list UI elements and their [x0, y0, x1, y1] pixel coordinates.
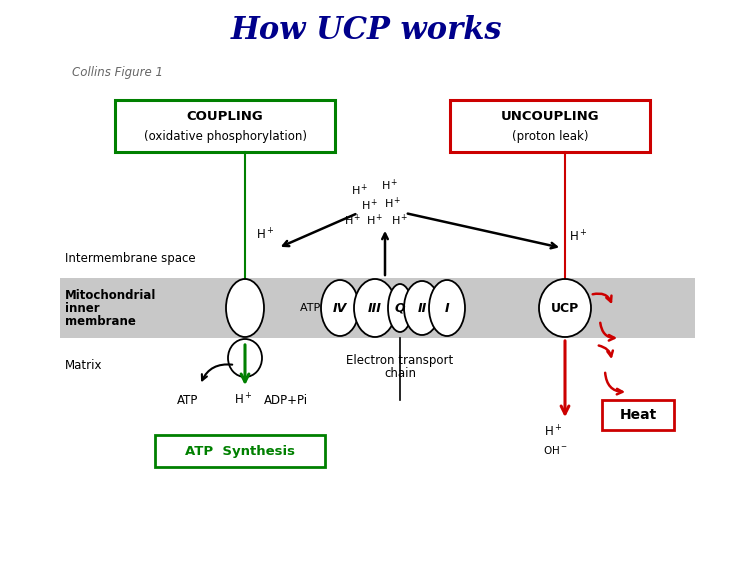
Text: IV: IV [333, 301, 347, 315]
FancyBboxPatch shape [115, 100, 335, 152]
Text: II: II [417, 301, 427, 315]
Text: H$^+$: H$^+$ [344, 213, 362, 228]
Text: Matrix: Matrix [65, 358, 102, 371]
Text: membrane: membrane [65, 315, 136, 328]
Text: ADP+Pi: ADP+Pi [264, 393, 308, 407]
FancyBboxPatch shape [602, 400, 674, 430]
Text: COUPLING: COUPLING [187, 109, 264, 122]
Text: chain: chain [384, 366, 416, 379]
Text: H$^+$: H$^+$ [361, 197, 378, 213]
Ellipse shape [404, 281, 440, 335]
Text: H$^+$: H$^+$ [381, 177, 399, 192]
Text: Mitochondrial: Mitochondrial [65, 288, 157, 301]
Text: Q: Q [395, 301, 406, 315]
Ellipse shape [539, 279, 591, 337]
Ellipse shape [226, 279, 264, 337]
Ellipse shape [388, 284, 412, 332]
Text: H$^+$: H$^+$ [391, 213, 408, 228]
Text: UCP: UCP [551, 301, 579, 315]
Text: III: III [368, 301, 382, 315]
Text: Intermembrane space: Intermembrane space [65, 251, 195, 264]
Text: Heat: Heat [619, 408, 657, 422]
Text: H$^+$: H$^+$ [234, 392, 253, 408]
Text: ATP  Synthesis: ATP Synthesis [185, 444, 295, 458]
Text: Collins Figure 1: Collins Figure 1 [72, 66, 163, 79]
Ellipse shape [228, 339, 262, 377]
Text: I: I [444, 301, 449, 315]
Text: UNCOUPLING: UNCOUPLING [501, 109, 600, 122]
Ellipse shape [354, 279, 396, 337]
Text: How UCP works: How UCP works [231, 15, 501, 45]
Ellipse shape [321, 280, 359, 336]
Ellipse shape [429, 280, 465, 336]
Text: OH$^-$: OH$^-$ [542, 444, 567, 456]
Text: ATP synthase: ATP synthase [300, 303, 374, 313]
Text: H$^+$: H$^+$ [366, 213, 384, 228]
Text: H$^+$: H$^+$ [351, 182, 369, 197]
FancyBboxPatch shape [155, 435, 325, 467]
Text: H$^+$: H$^+$ [255, 227, 274, 243]
Bar [60, 278, 695, 338]
Text: H$^+$: H$^+$ [384, 195, 402, 210]
Text: (proton leak): (proton leak) [512, 130, 589, 142]
Text: inner: inner [65, 301, 100, 315]
Text: Electron transport: Electron transport [346, 353, 454, 366]
FancyBboxPatch shape [450, 100, 650, 152]
Text: H$^+$: H$^+$ [544, 424, 562, 440]
Text: ATP: ATP [177, 393, 198, 407]
Text: (oxidative phosphorylation): (oxidative phosphorylation) [143, 130, 307, 142]
Text: H$^+$: H$^+$ [569, 229, 587, 245]
